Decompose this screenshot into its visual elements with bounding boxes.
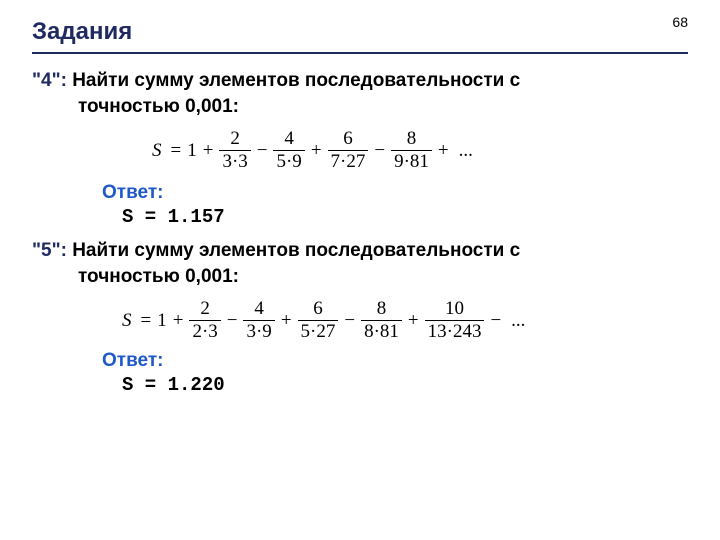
op: −	[338, 310, 361, 332]
answer-value: S = 1.157	[102, 206, 688, 228]
numerator: 8	[404, 129, 420, 150]
op: +	[432, 140, 455, 162]
fraction: 8 8·81	[361, 299, 402, 342]
fraction: 2 3·3	[219, 129, 250, 172]
page-number: 68	[672, 14, 688, 30]
numerator: 6	[340, 129, 356, 150]
numerator: 2	[197, 299, 213, 320]
denominator: 8·81	[361, 320, 402, 342]
denominator: 5·27	[298, 320, 339, 342]
numerator: 6	[310, 299, 326, 320]
slide-page: 68 Задания "4": Найти сумму элементов по…	[0, 0, 720, 396]
numerator: 10	[442, 299, 467, 320]
task-4-text-line2: точностью 0,001:	[32, 94, 688, 120]
ellipsis: ...	[455, 140, 473, 162]
numerator: 4	[251, 299, 267, 320]
answer-label: Ответ:	[102, 350, 688, 372]
equals-sign: =	[165, 140, 188, 162]
denominator: 5·9	[273, 150, 304, 172]
equals-sign: =	[135, 310, 158, 332]
op: +	[275, 310, 298, 332]
op: +	[167, 310, 190, 332]
task-4-answer: Ответ: S = 1.157	[32, 182, 688, 228]
task-5-heading: "5": Найти сумму элементов последователь…	[32, 238, 688, 289]
task-4-formula: S = 1 + 2 3·3 − 4 5·9 + 6 7·27 − 8 9·81	[32, 129, 688, 172]
task-5-label: "5":	[32, 240, 67, 261]
denominator: 3·9	[243, 320, 274, 342]
op: +	[197, 140, 220, 162]
task-5-text-line1: Найти сумму элементов последовательности…	[72, 240, 520, 261]
formula-first-term: 1	[157, 310, 167, 332]
denominator: 2·3	[189, 320, 220, 342]
numerator: 2	[227, 129, 243, 150]
numerator: 8	[374, 299, 390, 320]
formula-symbol-s: S	[122, 310, 132, 332]
task-4-label: "4":	[32, 70, 67, 91]
fraction: 6 5·27	[298, 299, 339, 342]
fraction: 4 3·9	[243, 299, 274, 342]
formula-first-term: 1	[187, 140, 197, 162]
fraction: 2 2·3	[189, 299, 220, 342]
answer-label: Ответ:	[102, 182, 688, 204]
op: +	[402, 310, 425, 332]
fraction: 6 7·27	[328, 129, 369, 172]
formula-symbol-s: S	[152, 140, 162, 162]
task-5-formula: S = 1 + 2 2·3 − 4 3·9 + 6 5·27 − 8 8·81	[32, 299, 688, 342]
page-title: Задания	[32, 18, 688, 54]
task-5-text-line2: точностью 0,001:	[32, 264, 688, 290]
denominator: 7·27	[328, 150, 369, 172]
op: +	[305, 140, 328, 162]
answer-value: S = 1.220	[102, 374, 688, 396]
ellipsis: ...	[507, 310, 525, 332]
task-5-answer: Ответ: S = 1.220	[32, 350, 688, 396]
op: −	[251, 140, 274, 162]
fraction: 8 9·81	[391, 129, 432, 172]
denominator: 13·243	[425, 320, 485, 342]
op: −	[484, 310, 507, 332]
denominator: 9·81	[391, 150, 432, 172]
op: −	[368, 140, 391, 162]
fraction: 4 5·9	[273, 129, 304, 172]
denominator: 3·3	[219, 150, 250, 172]
fraction: 10 13·243	[425, 299, 485, 342]
task-4-text-line1: Найти сумму элементов последовательности…	[72, 70, 520, 91]
task-4-heading: "4": Найти сумму элементов последователь…	[32, 68, 688, 119]
op: −	[221, 310, 244, 332]
numerator: 4	[281, 129, 297, 150]
